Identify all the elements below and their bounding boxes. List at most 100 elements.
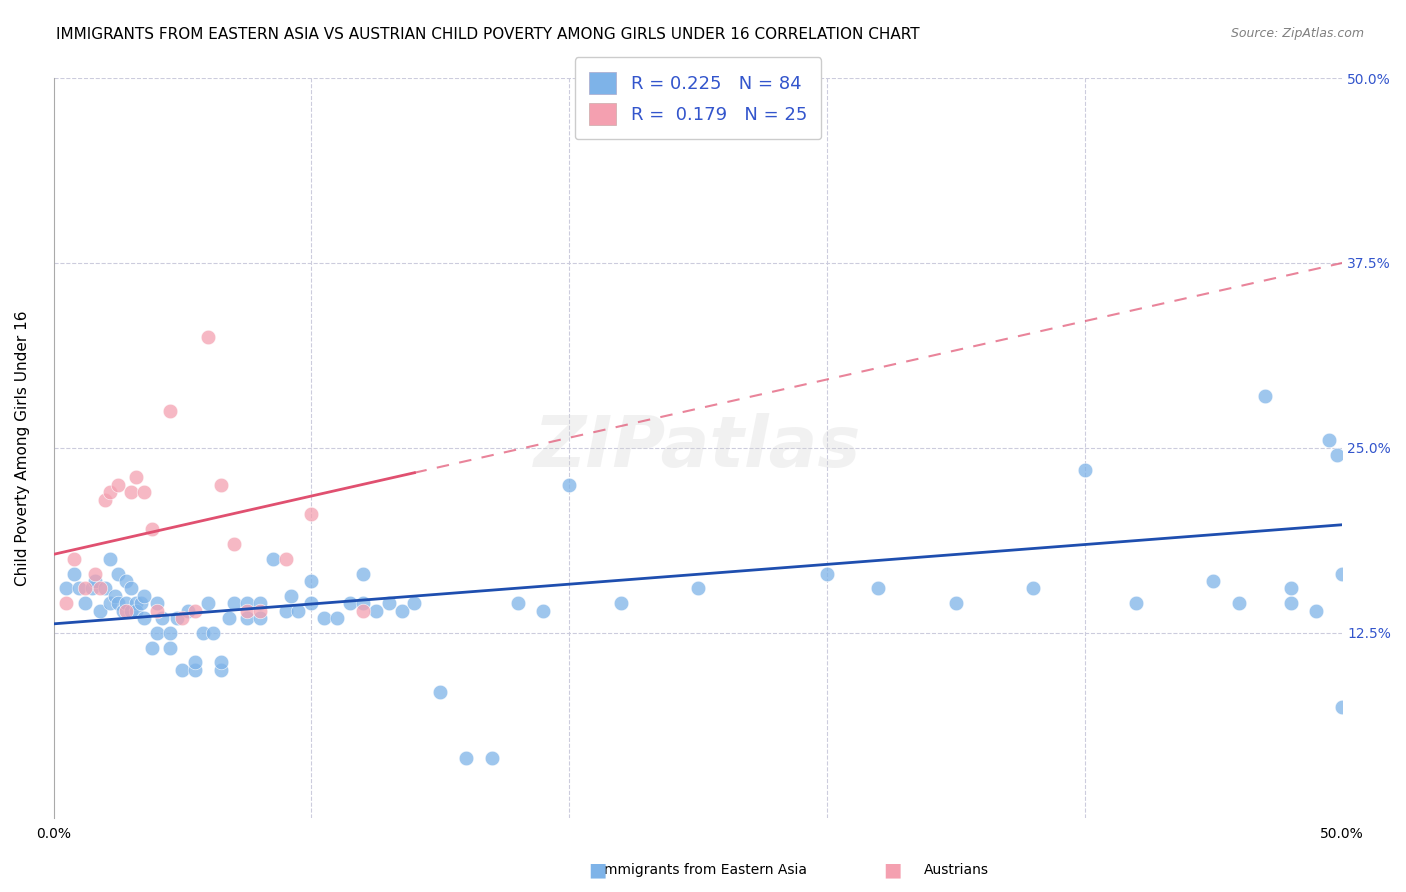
Point [150,611,173,625]
Point [686,582,709,596]
Point [299,508,322,522]
Point [377,596,399,610]
Point [141,640,163,655]
Point [120,485,142,500]
Point [184,655,207,669]
Point [159,640,181,655]
Point [67,582,90,596]
Point [159,625,181,640]
Point [114,574,136,588]
Point [197,596,219,610]
Point [249,596,271,610]
Point [454,751,477,765]
Point [1022,582,1045,596]
Point [815,566,838,581]
Point [1202,574,1225,588]
Point [299,574,322,588]
Point [141,522,163,536]
Point [107,477,129,491]
Point [249,603,271,617]
Point [1319,434,1341,448]
Point [481,751,503,765]
Point [352,596,374,610]
Point [713,115,735,129]
Point [1331,699,1354,714]
Point [145,596,167,610]
Point [98,551,121,566]
Point [125,603,148,617]
Point [55,582,77,596]
Point [262,551,284,566]
Point [120,603,142,617]
Point [1254,389,1277,403]
Point [98,485,121,500]
Point [145,625,167,640]
Point [73,582,96,596]
Point [1073,463,1095,477]
Point [429,685,451,699]
Point [83,566,105,581]
Point [314,611,336,625]
Point [209,655,232,669]
Point [404,596,426,610]
Point [104,589,127,603]
Point [107,596,129,610]
Point [73,596,96,610]
Point [94,582,117,596]
Text: Austrians: Austrians [924,863,988,877]
Point [209,477,232,491]
Text: IMMIGRANTS FROM EASTERN ASIA VS AUSTRIAN CHILD POVERTY AMONG GIRLS UNDER 16 CORR: IMMIGRANTS FROM EASTERN ASIA VS AUSTRIAN… [56,27,920,42]
Point [132,611,155,625]
Point [114,596,136,610]
Point [326,611,349,625]
Point [98,596,121,610]
Point [1305,603,1327,617]
Point [287,603,309,617]
Point [125,596,148,610]
Point [609,596,631,610]
Point [129,596,152,610]
Point [82,582,104,596]
Point [83,574,105,588]
Point [1279,596,1302,610]
Point [184,603,207,617]
Point [166,611,188,625]
Point [218,611,240,625]
Point [1331,566,1354,581]
Point [299,596,322,610]
Point [506,596,529,610]
Point [236,603,259,617]
Point [236,596,259,610]
Point [89,582,111,596]
Point [531,603,554,617]
Point [274,603,297,617]
Point [945,596,967,610]
Point [94,492,117,507]
Point [364,603,387,617]
Point [558,477,581,491]
Point [222,596,245,610]
Point [868,582,890,596]
Text: Source: ZipAtlas.com: Source: ZipAtlas.com [1230,27,1364,40]
Text: Immigrants from Eastern Asia: Immigrants from Eastern Asia [599,863,807,877]
Point [176,603,198,617]
Point [352,603,374,617]
Point [280,589,302,603]
Point [107,566,129,581]
Point [191,625,214,640]
Point [1227,596,1250,610]
Point [172,611,194,625]
Point [222,537,245,551]
Point [145,603,167,617]
Point [197,330,219,344]
Legend: R = 0.225   N = 84, R =  0.179   N = 25: R = 0.225 N = 84, R = 0.179 N = 25 [575,57,821,139]
Point [202,625,225,640]
Point [339,596,361,610]
Text: ZIPatlas: ZIPatlas [534,413,862,483]
Point [352,566,374,581]
Point [249,611,271,625]
Point [89,603,111,617]
Point [1125,596,1147,610]
Point [63,566,86,581]
Point [236,611,259,625]
